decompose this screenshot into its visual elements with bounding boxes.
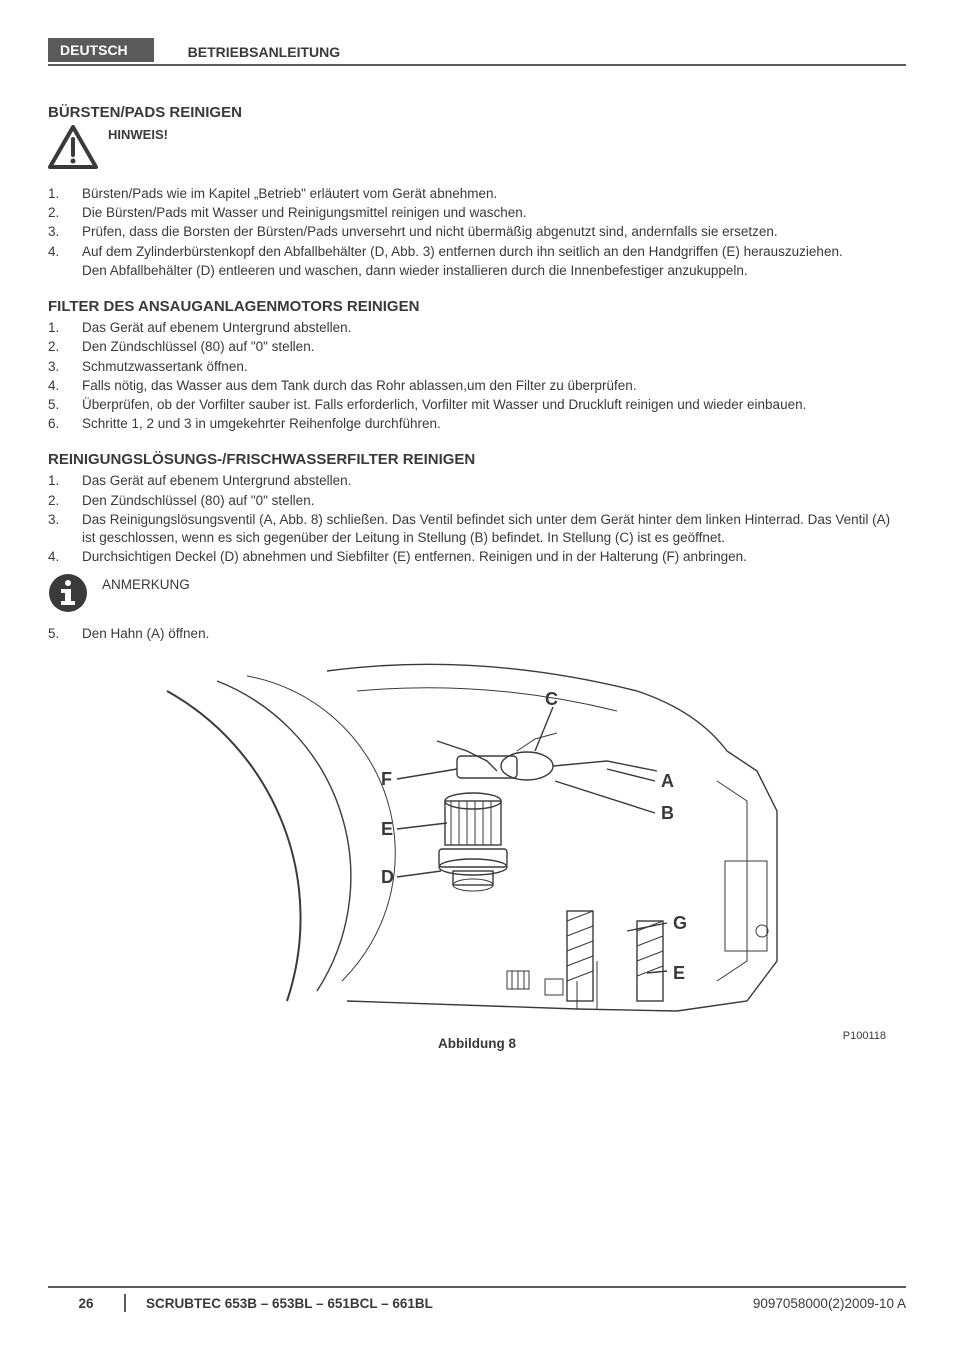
technical-diagram: C F E D A B G E (157, 661, 797, 1021)
list-item: Die Bürsten/Pads mit Wasser und Reinigun… (48, 204, 906, 222)
callout-b: B (661, 803, 674, 823)
document-type: BETRIEBSANLEITUNG (188, 44, 340, 62)
callout-e: E (381, 819, 393, 839)
figure-caption: Abbildung 8 (48, 1036, 906, 1051)
list-item: Falls nötig, das Wasser aus dem Tank dur… (48, 377, 906, 395)
section-title-filter-motor: FILTER DES ANSAUGANLAGENMOTORS REINIGEN (48, 298, 906, 315)
callout-f: F (381, 769, 392, 789)
list-item: Das Gerät auf ebenem Untergrund abstelle… (48, 472, 906, 490)
language-tab: DEUTSCH (48, 38, 154, 62)
list-item: Den Hahn (A) öffnen. (48, 625, 906, 643)
warning-label: HINWEIS! (108, 125, 168, 142)
page-header: DEUTSCH BETRIEBSANLEITUNG (48, 38, 906, 66)
callout-d: D (381, 867, 394, 887)
section2-list: Das Gerät auf ebenem Untergrund abstelle… (48, 319, 906, 433)
callout-a: A (661, 771, 674, 791)
callout-e2: E (673, 963, 685, 983)
section-title-brushes: BÜRSTEN/PADS REINIGEN (48, 104, 906, 121)
page-footer: 26 SCRUBTEC 653B – 653BL – 651BCL – 661B… (48, 1286, 906, 1312)
list-item: Das Gerät auf ebenem Untergrund abstelle… (48, 319, 906, 337)
section3-list: Das Gerät auf ebenem Untergrund abstelle… (48, 472, 906, 566)
warning-note: HINWEIS! (48, 125, 906, 169)
list-item: Den Zündschlüssel (80) auf "0" stellen. (48, 492, 906, 510)
footer-separator (124, 1294, 126, 1312)
document-number: 9097058000(2)2009-10 A (753, 1296, 906, 1311)
section3-list-cont: Den Hahn (A) öffnen. (48, 625, 906, 643)
info-label: ANMERKUNG (102, 573, 190, 592)
list-item: Durchsichtigen Deckel (D) abnehmen und S… (48, 548, 906, 566)
callout-c: C (545, 689, 558, 709)
list-item: Das Reinigungslösungsventil (A, Abb. 8) … (48, 511, 906, 547)
info-icon (48, 573, 88, 613)
list-item-continuation: Den Abfallbehälter (D) entleeren und was… (48, 262, 906, 280)
list-item: Auf dem Zylinderbürstenkopf den Abfallbe… (48, 243, 906, 261)
page-number: 26 (48, 1296, 124, 1311)
model-line: SCRUBTEC 653B – 653BL – 651BCL – 661BL (146, 1296, 753, 1311)
info-note: ANMERKUNG (48, 573, 906, 613)
figure-id: P100118 (843, 1030, 886, 1042)
figure-8: C F E D A B G E P100118 Abbildung 8 (48, 661, 906, 1051)
list-item: Den Zündschlüssel (80) auf "0" stellen. (48, 338, 906, 356)
warning-icon (48, 125, 98, 169)
list-item: Schmutzwassertank öffnen. (48, 358, 906, 376)
section-title-solution-filter: REINIGUNGSLÖSUNGS-/FRISCHWASSERFILTER RE… (48, 451, 906, 468)
list-item: Bürsten/Pads wie im Kapitel „Betrieb" er… (48, 185, 906, 203)
section1-list: Bürsten/Pads wie im Kapitel „Betrieb" er… (48, 185, 906, 261)
list-item: Schritte 1, 2 und 3 in umgekehrter Reihe… (48, 415, 906, 433)
list-item: Prüfen, dass die Borsten der Bürsten/Pad… (48, 223, 906, 241)
callout-g: G (673, 913, 687, 933)
list-item: Überprüfen, ob der Vorfilter sauber ist.… (48, 396, 906, 414)
